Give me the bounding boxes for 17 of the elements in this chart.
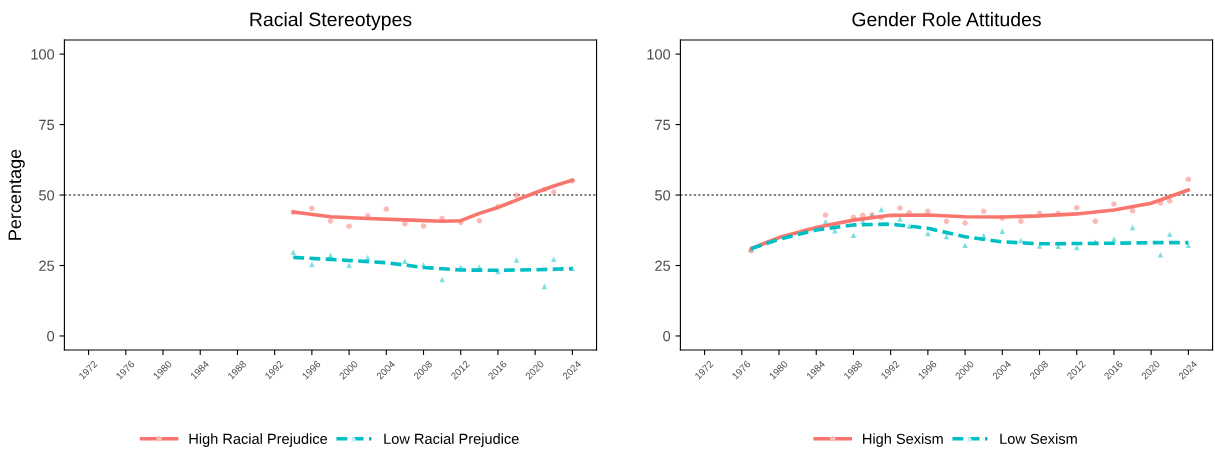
y-tick-label: 50 — [655, 190, 671, 201]
y-tick-label: 100 — [31, 49, 55, 60]
chart-title: Gender Role Attitudes — [852, 12, 1041, 27]
y-axis-title: Percentage — [8, 149, 25, 240]
y-tick-label: 100 — [647, 49, 671, 60]
y-tick-label: 0 — [47, 331, 55, 342]
y-tick-label: 75 — [39, 119, 55, 130]
legend-label: High Racial Prejudice — [189, 433, 328, 447]
chart-title: Racial Stereotypes — [250, 12, 412, 31]
legend-label: Low Sexism — [1000, 433, 1077, 444]
y-tick-label: 50 — [39, 190, 55, 201]
y-tick-label: 75 — [655, 119, 671, 130]
y-tick-label: 25 — [39, 260, 55, 271]
legend-label: High Sexism — [863, 433, 943, 447]
y-tick-label: 0 — [663, 331, 671, 342]
legend-label: Low Racial Prejudice — [384, 433, 519, 447]
y-tick-label: 25 — [655, 260, 671, 271]
